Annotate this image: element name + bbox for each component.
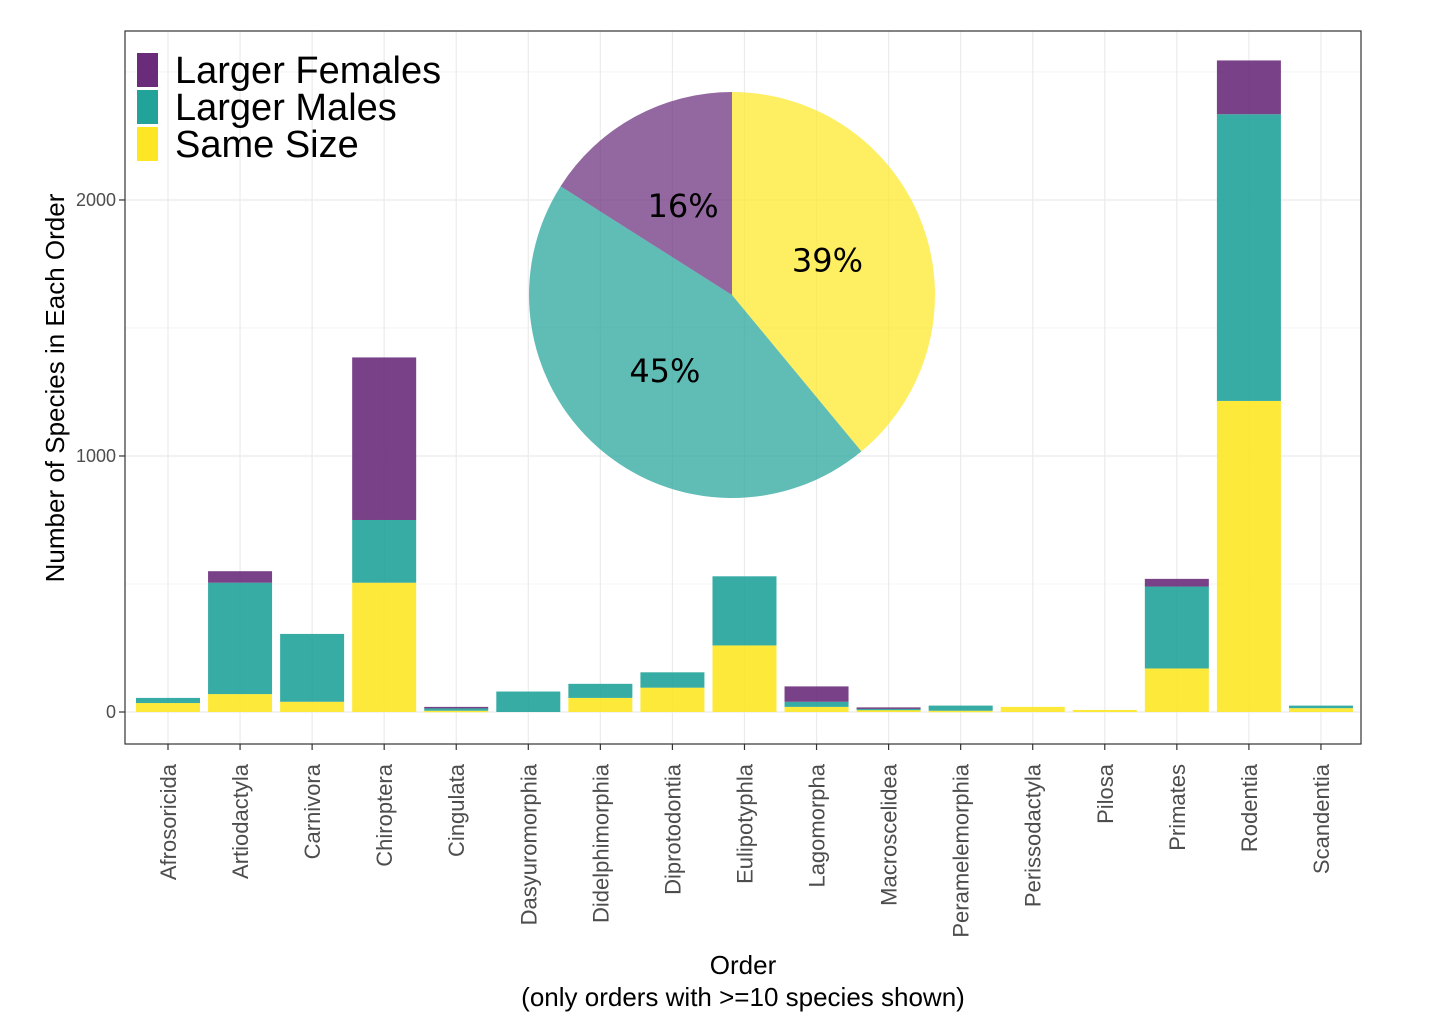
pie-slice-same-size — [732, 92, 935, 452]
x-axis: Afrosoricida Artiodactyla Carnivora Chiropt… — [156, 744, 1334, 938]
bar-lagomorpha-larger-females — [784, 686, 849, 702]
bar-chiroptera-same-size — [352, 582, 417, 712]
legend-swatch — [137, 53, 158, 87]
pie-chart: 39% 45% 16% — [528, 92, 935, 498]
bar-primates-larger-females — [1144, 578, 1209, 587]
y-tick-label: 2000 — [76, 190, 116, 210]
bar-eulipotyphla-same-size — [712, 645, 777, 712]
plot-panel — [124, 30, 1362, 745]
x-tick-label: Macroscelidea — [877, 763, 902, 906]
bar-afrosoricida-same-size — [136, 703, 200, 712]
bar-didelphimorphia-same-size — [568, 697, 633, 712]
x-tick-label: Primates — [1165, 764, 1190, 851]
y-tick-label: 1000 — [76, 446, 116, 466]
bar-scandentia-same-size — [1288, 708, 1353, 712]
bar-artiodactyla-larger-females — [208, 571, 273, 583]
legend-label: Larger Females — [175, 50, 441, 92]
legend-label: Same Size — [175, 124, 359, 166]
bar-dasyuromorphia-larger-males — [496, 691, 561, 712]
x-tick-label: Scandentia — [1309, 763, 1334, 874]
bar-rodentia-same-size — [1216, 400, 1281, 712]
y-axis: 0 1000 2000 — [76, 190, 125, 722]
bar-diprotodontia-same-size — [640, 687, 705, 712]
bar-macroscelidea-same-size — [856, 709, 921, 712]
bar-peramelemorphia-same-size — [928, 710, 993, 713]
bar-primates-same-size — [1144, 668, 1209, 712]
x-axis-title: Order — [710, 950, 777, 980]
bar-rodentia-larger-males — [1216, 114, 1281, 401]
x-tick-label: Chiroptera — [372, 763, 397, 866]
bar-cingulata-larger-males — [424, 708, 489, 711]
x-tick-label: Perissodactyla — [1021, 763, 1046, 907]
x-tick-label: Rodentia — [1237, 763, 1262, 852]
bar-peramelemorphia-larger-males — [928, 705, 993, 711]
pie-slice-larger-males — [528, 186, 862, 498]
bar-chiroptera-larger-males — [352, 519, 417, 583]
bar-cingulata-larger-females — [424, 706, 489, 709]
pie-slice-larger-females — [560, 92, 732, 295]
bar-artiodactyla-same-size — [208, 694, 273, 712]
y-axis-title: Number of Species in Each Order — [40, 193, 70, 582]
bar-lagomorpha-same-size — [784, 706, 849, 712]
bar-carnivora-same-size — [280, 701, 345, 712]
bar-scandentia-larger-males — [1288, 705, 1353, 709]
pie-label: 39% — [792, 242, 863, 280]
bar-carnivora-larger-males — [280, 633, 345, 702]
bar-cingulata-same-size — [424, 710, 489, 713]
x-tick-label: Dasyuromorphia — [516, 763, 541, 925]
legend-swatch — [137, 127, 158, 161]
legend-swatch — [137, 90, 158, 124]
bar-macroscelidea-larger-males — [856, 708, 921, 711]
bar-perissodactyla-same-size — [1000, 706, 1065, 712]
x-tick-label: Didelphimorphia — [588, 763, 613, 923]
bar-afrosoricida-larger-males — [136, 697, 200, 704]
bar-artiodactyla-larger-males — [208, 582, 273, 695]
x-axis-subtitle: (only orders with >=10 species shown) — [521, 982, 965, 1012]
x-tick-label: Cingulata — [444, 763, 469, 857]
bar-primates-larger-males — [1144, 586, 1209, 669]
x-tick-label: Peramelemorphia — [949, 763, 974, 937]
bar-pilosa-same-size — [1072, 709, 1137, 712]
x-tick-label: Artiodactyla — [228, 763, 253, 879]
bar-chiroptera-larger-females — [352, 357, 417, 520]
pie-label: 45% — [629, 352, 700, 390]
pie-label: 16% — [648, 187, 719, 225]
bar-lagomorpha-larger-males — [784, 701, 849, 707]
bar-macroscelidea-larger-females — [856, 707, 921, 709]
bar-diprotodontia-larger-males — [640, 672, 705, 688]
x-tick-label: Diprotodontia — [660, 763, 685, 895]
bar-rodentia-larger-females — [1216, 60, 1281, 115]
x-tick-label: Carnivora — [300, 763, 325, 859]
x-tick-label: Eulipotyphla — [732, 763, 757, 884]
bars — [136, 60, 1353, 713]
y-tick-label: 0 — [106, 702, 116, 722]
bar-eulipotyphla-larger-males — [712, 576, 777, 646]
x-tick-label: Afrosoricida — [156, 763, 181, 880]
x-tick-label: Pilosa — [1093, 763, 1118, 824]
bar-didelphimorphia-larger-males — [568, 683, 633, 698]
x-tick-label: Lagomorpha — [805, 763, 830, 887]
legend-label: Larger Males — [175, 87, 397, 129]
